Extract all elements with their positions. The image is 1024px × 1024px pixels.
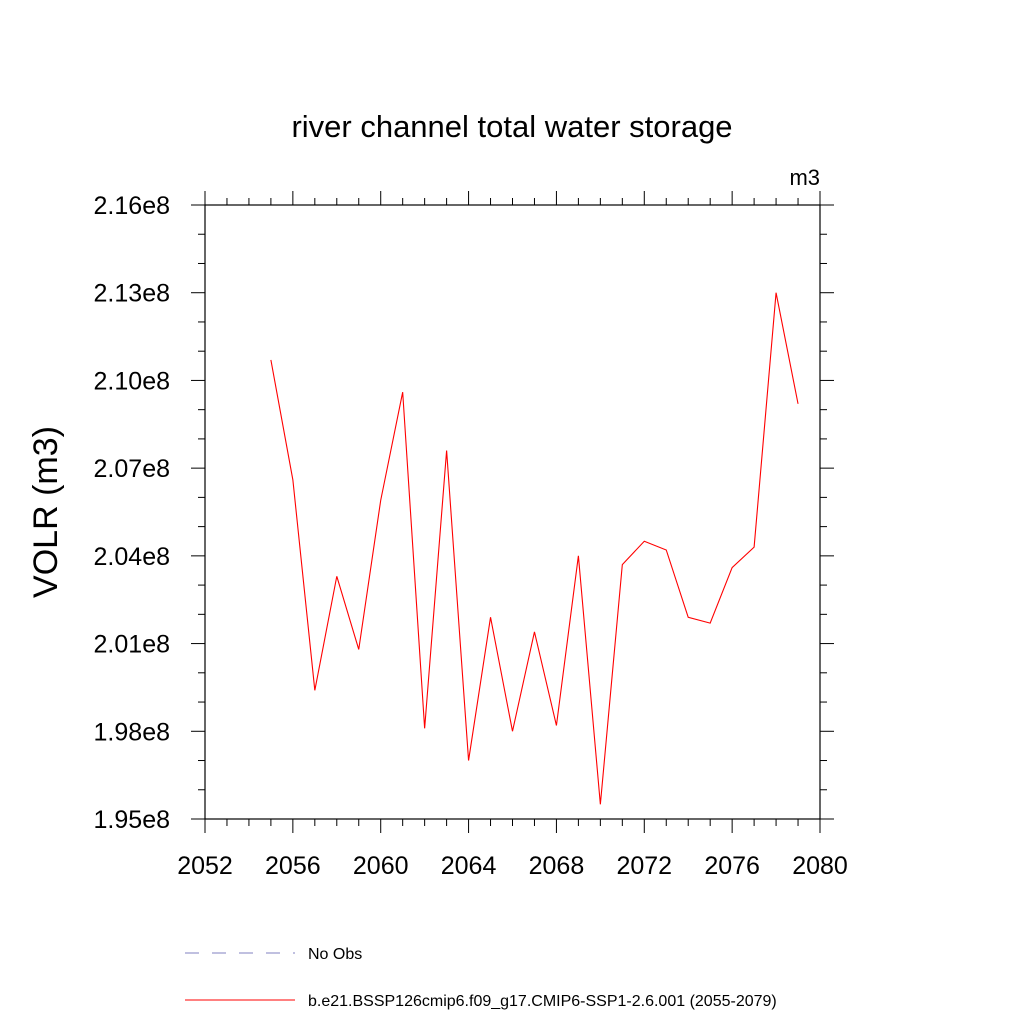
x-tick-label: 2060 <box>353 852 409 880</box>
y-tick-label: 2.07e8 <box>94 455 170 483</box>
x-tick-label: 2064 <box>441 852 497 880</box>
units-label: m3 <box>789 165 820 190</box>
x-tick-label: 2076 <box>704 852 760 880</box>
y-tick-label: 2.01e8 <box>94 631 170 659</box>
x-tick-label: 2068 <box>529 852 585 880</box>
plot-frame <box>204 204 821 820</box>
y-tick-label: 2.13e8 <box>94 280 170 308</box>
series-layer <box>270 292 799 805</box>
y-tick-label: 2.04e8 <box>94 543 170 571</box>
x-tick-label: 2080 <box>792 852 848 880</box>
legend-label-no-obs: No Obs <box>308 946 362 963</box>
x-tick-labels: 2052 2056 2060 2064 2068 2072 2076 2080 <box>177 852 848 880</box>
x-tick-label: 2052 <box>177 852 233 880</box>
x-tick-label: 2056 <box>265 852 321 880</box>
series-line <box>270 292 799 805</box>
y-tick-label: 2.16e8 <box>94 192 170 220</box>
y-tick-label: 1.95e8 <box>94 806 170 834</box>
y-tick-label: 2.10e8 <box>94 367 170 395</box>
legend: No Obs b.e21.BSSP126cmip6.f09_g17.CMIP6-… <box>185 946 777 1010</box>
y-tick-labels: 1.95e8 1.98e8 2.01e8 2.04e8 2.07e8 2.10e8 2.13… <box>94 192 170 834</box>
axis-ticks <box>191 191 834 833</box>
x-tick-label: 2072 <box>616 852 672 880</box>
legend-label-model-run: b.e21.BSSP126cmip6.f09_g17.CMIP6-SSP1-2.… <box>308 993 777 1010</box>
y-axis-title: VOLR (m3) <box>27 426 65 598</box>
y-tick-label: 1.98e8 <box>94 718 170 746</box>
chart-title: river channel total water storage <box>291 109 732 144</box>
